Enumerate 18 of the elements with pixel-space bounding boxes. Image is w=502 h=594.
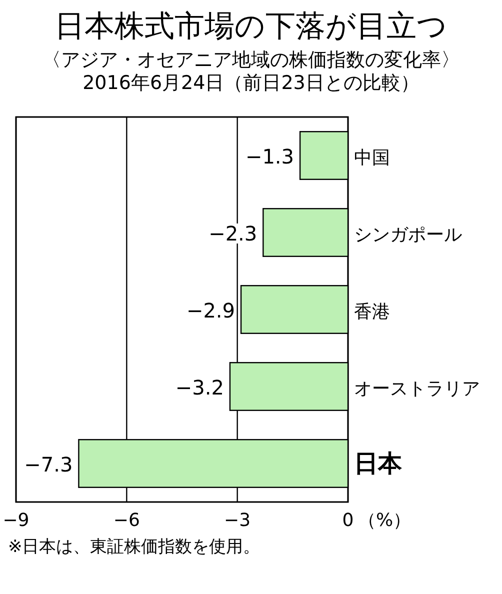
chart-title: 日本株式市場の下落が目立つ (54, 9, 448, 44)
x-axis-title: （%） (358, 510, 412, 531)
x-tick-label: −3 (224, 510, 251, 531)
data-label: −2.3 (208, 222, 258, 246)
y-tick-label: 香港 (354, 302, 390, 322)
data-label: −1.3 (245, 144, 294, 168)
y-tick-label: 日本 (354, 450, 403, 478)
x-tick-label: 0 (342, 510, 354, 531)
text: ※日本は、東証株価指数を使用。 (8, 537, 260, 557)
y-tick-label: シンガポール (354, 224, 462, 246)
data-label: −7.3 (24, 452, 73, 476)
data-label: −2.9 (186, 298, 236, 322)
data-label: −3.2 (175, 376, 224, 400)
x-tick-label: −9 (2, 510, 30, 531)
chart-subtitle: 〈アジア・オセアニア地域の株価指数の変化率〉 2016年6月24日（前日23日との比較） (42, 49, 460, 94)
y-tick-label: オーストラリア (354, 378, 480, 400)
y-tick-label: 中国 (354, 148, 390, 168)
x-tick-label: −6 (113, 510, 140, 531)
